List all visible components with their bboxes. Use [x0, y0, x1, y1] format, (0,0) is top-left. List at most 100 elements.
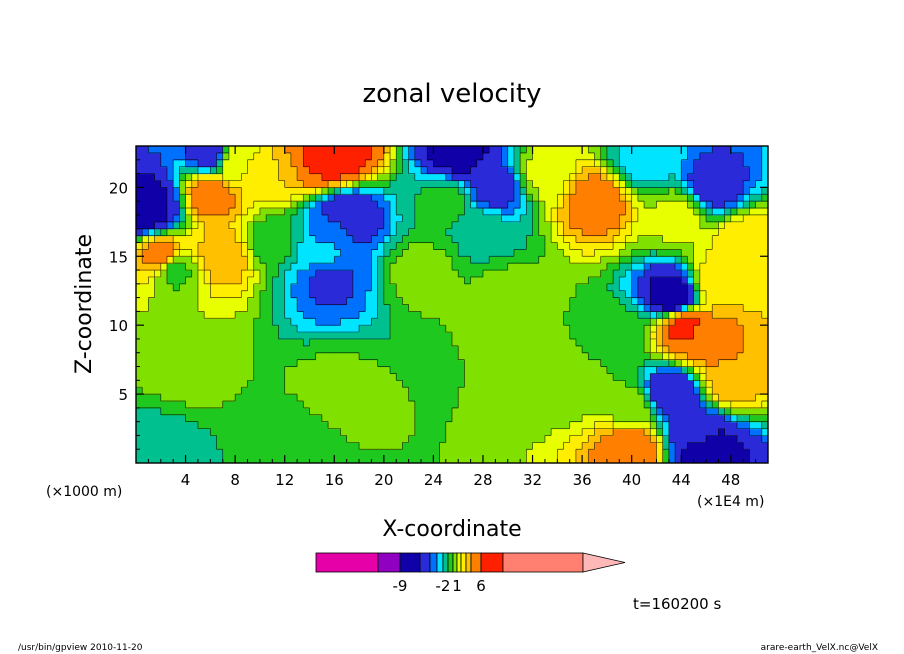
heatmap-cell: [352, 146, 360, 154]
heatmap-cell: [191, 201, 199, 209]
heatmap-cell: [346, 366, 354, 375]
heatmap-cell: [315, 373, 323, 381]
heatmap-cell: [359, 221, 366, 230]
heatmap-cell: [204, 449, 211, 457]
heatmap-cell: [619, 380, 627, 388]
heatmap-cell: [309, 414, 317, 423]
heatmap-cell: [513, 428, 521, 437]
heatmap-cell: [408, 263, 416, 271]
heatmap-cell: [650, 270, 658, 278]
heatmap-cell: [637, 318, 645, 326]
heatmap-cell: [408, 456, 416, 463]
heatmap-cell: [489, 249, 496, 257]
heatmap-cell: [507, 249, 515, 257]
heatmap-cell: [359, 359, 366, 368]
heatmap-cell: [371, 421, 379, 430]
heatmap-cell: [166, 146, 174, 154]
heatmap-cell: [520, 270, 527, 278]
heatmap-cell: [433, 256, 441, 264]
heatmap-cell: [656, 221, 664, 230]
heatmap-cell: [712, 345, 720, 354]
heatmap-cell: [142, 359, 149, 368]
heatmap-cell: [699, 332, 707, 340]
heatmap-cell: [266, 421, 273, 430]
heatmap-cell: [297, 208, 304, 216]
heatmap-cell: [290, 235, 298, 244]
heatmap-cell: [594, 152, 602, 161]
heatmap-cell: [606, 270, 614, 278]
heatmap-cell: [749, 270, 757, 278]
heatmap-cell: [588, 228, 596, 237]
colorbar-segment: [399, 552, 421, 573]
heatmap-cell: [495, 263, 503, 271]
heatmap-cell: [396, 194, 404, 202]
heatmap-cell: [507, 414, 515, 423]
heatmap-cell: [359, 449, 366, 457]
heatmap-cell: [551, 194, 558, 202]
heatmap-cell: [743, 159, 751, 168]
heatmap-cell: [699, 290, 707, 299]
heatmap-cell: [613, 208, 620, 216]
heatmap-cell: [575, 318, 583, 326]
heatmap-cell: [352, 325, 360, 333]
heatmap-cell: [402, 283, 410, 292]
heatmap-cell: [743, 407, 751, 416]
heatmap-cell: [563, 407, 571, 416]
heatmap-cell: [619, 214, 627, 223]
heatmap-cell: [724, 235, 732, 244]
heatmap-cell: [582, 208, 589, 216]
heatmap-cell: [538, 449, 546, 457]
heatmap-cell: [489, 276, 496, 285]
heatmap-cell: [228, 345, 236, 354]
heatmap-cell: [724, 442, 732, 450]
heatmap-cell: [520, 338, 527, 347]
heatmap-cell: [241, 152, 249, 161]
heatmap-cell: [464, 214, 472, 223]
heatmap-cell: [507, 421, 515, 430]
heatmap-cell: [520, 421, 527, 430]
heatmap-cell: [452, 228, 459, 237]
heatmap-cell: [538, 276, 546, 285]
heatmap-cell: [749, 435, 757, 443]
heatmap-cell: [613, 338, 620, 347]
heatmap-cell: [755, 270, 763, 278]
heatmap-cell: [142, 235, 149, 244]
heatmap-cell: [476, 159, 484, 168]
heatmap-cell: [489, 325, 496, 333]
heatmap-cell: [644, 421, 651, 430]
heatmap-cell: [179, 187, 187, 195]
heatmap-cell: [557, 345, 565, 354]
heatmap-cell: [365, 421, 373, 430]
heatmap-cell: [383, 146, 391, 154]
heatmap-cell: [637, 166, 645, 175]
heatmap-cell: [526, 159, 534, 168]
heatmap-cell: [582, 166, 589, 175]
heatmap-cell: [365, 325, 373, 333]
heatmap-cell: [185, 256, 193, 264]
heatmap-cell: [501, 228, 509, 237]
heatmap-cell: [544, 146, 552, 154]
heatmap-cell: [427, 304, 435, 312]
heatmap-cell: [352, 290, 360, 299]
heatmap-cell: [290, 146, 298, 154]
heatmap-cell: [693, 187, 701, 195]
heatmap-cell: [290, 318, 298, 326]
heatmap-cell: [247, 421, 255, 430]
heatmap-cell: [365, 359, 373, 368]
heatmap-cell: [216, 180, 224, 188]
heatmap-cell: [532, 394, 540, 402]
heatmap-cell: [365, 242, 373, 250]
heatmap-cell: [445, 332, 453, 340]
heatmap-cell: [551, 311, 558, 319]
heatmap-cell: [390, 297, 397, 306]
heatmap-cell: [154, 394, 162, 402]
heatmap-cell: [470, 325, 478, 333]
heatmap-cell: [452, 242, 459, 250]
heatmap-cell: [142, 318, 149, 326]
heatmap-cell: [476, 263, 484, 271]
heatmap-cell: [173, 270, 180, 278]
heatmap-cell: [532, 256, 540, 264]
heatmap-cell: [495, 311, 503, 319]
heatmap-cell: [730, 249, 738, 257]
heatmap-cell: [346, 228, 354, 237]
